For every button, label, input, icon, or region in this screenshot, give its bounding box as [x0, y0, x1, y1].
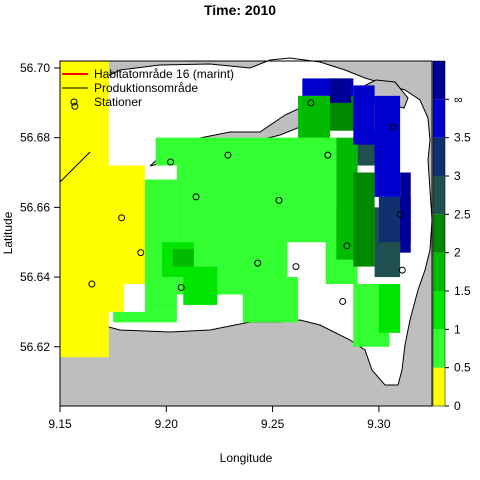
station-point: [71, 102, 79, 110]
raster-cell: [353, 172, 375, 267]
legend-label-habitat: Habitatområde 16 (marint): [94, 67, 234, 81]
plot-region: [59, 57, 433, 407]
station-point: [167, 158, 175, 166]
colorbar-bin: [433, 176, 445, 215]
y-axis: 56.62 56.64 56.66 56.68 56.70: [20, 61, 60, 354]
station-point: [292, 263, 300, 271]
station-point: [398, 266, 406, 274]
colorbar-tick-label: 3.5: [454, 131, 471, 145]
raster-cell: [329, 78, 352, 103]
x-tick-label: 9.25: [261, 417, 285, 431]
raster-cell: [183, 266, 218, 305]
colorbar-tick-label: 3: [454, 169, 461, 183]
station-point: [118, 214, 126, 222]
raster-cell: [172, 249, 194, 267]
chart-title: Time: 2010: [204, 2, 276, 18]
station-point: [254, 259, 262, 267]
station-markers: [71, 99, 406, 305]
colorbar-frame: [432, 60, 446, 407]
colorbar-bin: [433, 329, 445, 368]
production-area-line: [59, 151, 91, 183]
x-tick-label: 9.20: [155, 417, 179, 431]
station-point: [324, 151, 332, 159]
station-point: [390, 123, 398, 131]
x-tick-label: 9.30: [367, 417, 391, 431]
station-point: [275, 196, 283, 204]
station-point: [396, 210, 404, 218]
y-tick-label: 56.64: [20, 270, 50, 284]
y-tick-label: 56.68: [20, 131, 50, 145]
raster-cells: [60, 61, 411, 358]
colorbar-tick-label: 2.5: [454, 207, 471, 221]
y-tick-label: 56.66: [20, 200, 50, 214]
x-axis-label: Longitude: [220, 451, 273, 465]
raster-cell: [242, 277, 299, 323]
legend-swatch-stations: [70, 98, 78, 106]
x-axis: 9.15 9.20 9.25 9.30: [48, 406, 391, 431]
colorbar-bin: [433, 214, 445, 253]
station-point: [224, 151, 232, 159]
legend-label-production: Produktionsområde: [94, 81, 198, 95]
station-point: [339, 297, 347, 305]
colorbar-bin: [433, 367, 445, 406]
colorbar-tick-label: 0.5: [454, 361, 471, 375]
raster-cell: [336, 137, 358, 260]
station-point: [88, 280, 96, 288]
colorbar-bin: [433, 137, 445, 176]
y-tick-label: 56.70: [20, 61, 50, 75]
colorbar-tick-label: 1: [454, 322, 461, 336]
legend-label-stations: Stationer: [94, 95, 142, 109]
colorbar-bin: [433, 252, 445, 291]
station-point: [307, 99, 315, 107]
raster-cell: [108, 165, 146, 285]
colorbar-bin: [433, 291, 445, 330]
station-point: [137, 249, 145, 257]
raster-cell: [353, 85, 375, 145]
station-point: [192, 193, 200, 201]
colorbar-tick-label: 0: [454, 399, 461, 413]
colorbar-tick-label: ∞: [454, 92, 463, 106]
raster-cell: [374, 95, 401, 197]
raster-cell: [113, 311, 177, 323]
raster-cell: [400, 172, 411, 253]
y-tick-label: 56.62: [20, 340, 50, 354]
colorbar-tick-label: 2: [454, 246, 461, 260]
colorbar: 0 0.5 1 1.5 2 2.5 3 3.5 ∞: [432, 60, 471, 413]
station-point: [177, 284, 185, 292]
legend: Habitatområde 16 (marint) Produktionsomr…: [62, 67, 234, 109]
x-tick-label: 9.15: [48, 417, 72, 431]
plot-frame: [59, 60, 433, 407]
station-point: [343, 242, 351, 250]
raster-cell: [81, 277, 124, 312]
colorbar-tick-label: 1.5: [454, 284, 471, 298]
colorbar-bin: [433, 61, 445, 100]
colorbar-bin: [433, 99, 445, 138]
raster-cell: [378, 284, 401, 333]
y-axis-label: Latitude: [1, 211, 15, 254]
